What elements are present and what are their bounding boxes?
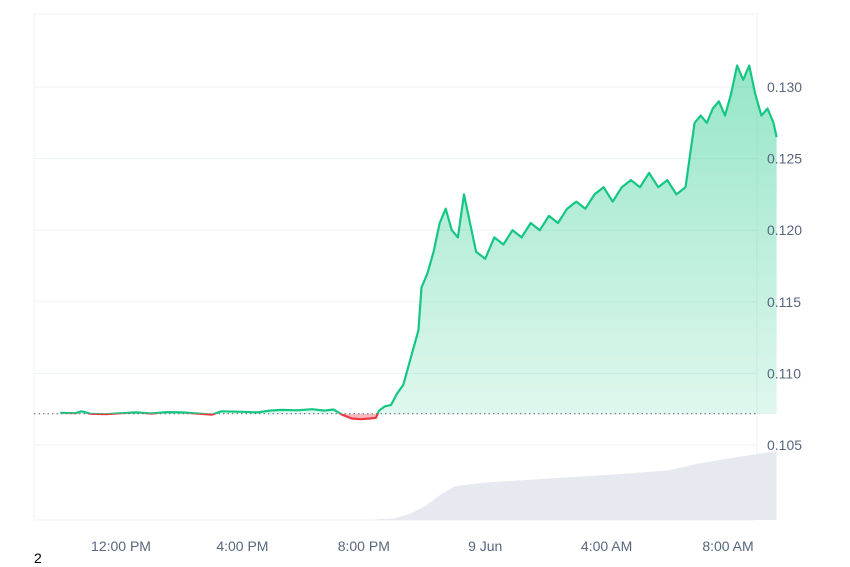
line-up	[60, 64, 778, 414]
footer-label: 2	[34, 550, 42, 566]
y-axis-labels: 0.105 0.110 0.115 0.120 0.125 0.130	[767, 79, 802, 453]
volume-fill	[60, 451, 777, 520]
y-tick-label: 0.105	[767, 437, 802, 453]
y-tick-label: 0.125	[767, 151, 802, 167]
x-axis-labels: 12:00 PM 4:00 PM 8:00 PM 9 Jun 4:00 AM 8:00 A…	[91, 538, 754, 554]
area-up	[60, 65, 777, 414]
price-area	[60, 65, 777, 420]
volume-area	[60, 451, 777, 520]
y-tick-label: 0.130	[767, 79, 802, 95]
area-down	[90, 413, 378, 420]
x-tick-label: 12:00 PM	[91, 538, 151, 554]
price-line	[60, 64, 778, 421]
y-tick-label: 0.110	[767, 365, 801, 381]
x-tick-label: 4:00 PM	[216, 538, 268, 554]
x-tick-label: 4:00 AM	[581, 538, 632, 554]
y-tick-label: 0.115	[767, 294, 801, 310]
x-tick-label: 9 Jun	[468, 538, 502, 554]
y-tick-label: 0.120	[767, 222, 802, 238]
x-tick-label: 8:00 AM	[702, 538, 753, 554]
x-tick-label: 8:00 PM	[338, 538, 390, 554]
